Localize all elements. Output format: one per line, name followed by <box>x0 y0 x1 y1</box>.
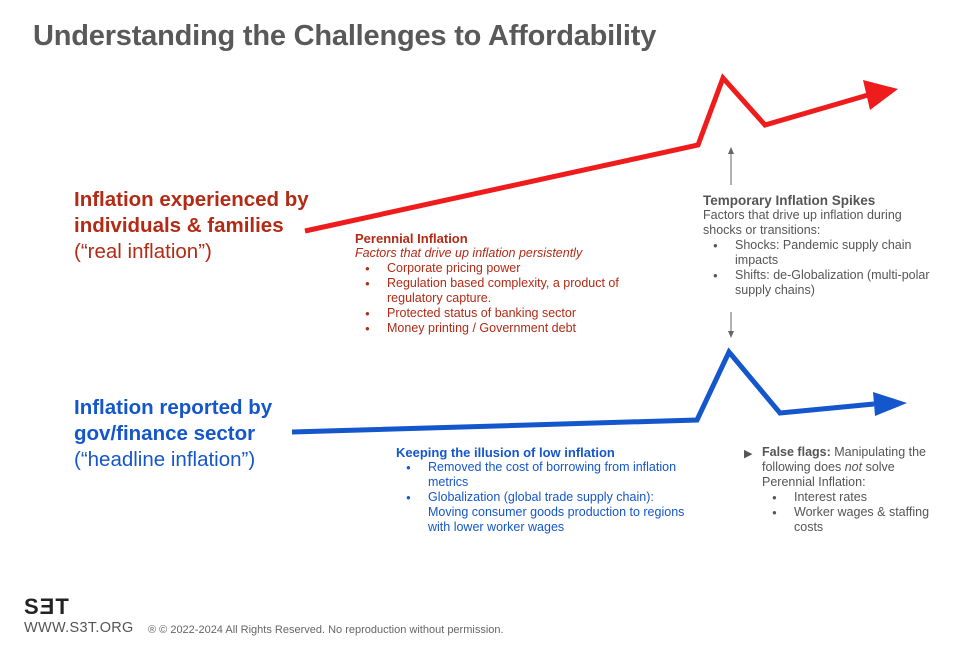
false-flags-text-after: solve Perennial Inflation: <box>762 460 895 489</box>
temporary-heading: Temporary Inflation Spikes <box>703 193 876 208</box>
s3t-logo: SƎT <box>24 594 70 619</box>
false-flags-list: Interest rates Worker wages & staffing c… <box>744 490 944 535</box>
real-inflation-label-note: (“real inflation”) <box>74 240 212 263</box>
real-inflation-label-bold: Inflation experienced by individuals & f… <box>74 188 309 237</box>
false-flags-heading: False flags: <box>762 445 831 459</box>
list-item: Shocks: Pandemic supply chain impacts <box>703 238 933 268</box>
false-flags-emphasis: not <box>844 460 863 474</box>
temporary-list: Shocks: Pandemic supply chain impacts Sh… <box>703 238 933 298</box>
temporary-description: Factors that drive up inflation during s… <box>703 208 902 237</box>
list-item: Shifts: de-Globalization (multi-polar su… <box>703 268 933 298</box>
illusion-list: Removed the cost of borrowing from infla… <box>396 460 686 535</box>
false-flags-text: ▶ False flags: Manipulating the following… <box>744 445 944 490</box>
headline-inflation-line <box>291 347 875 435</box>
site-url: WWW.S3T.ORG <box>24 620 134 636</box>
headline-inflation-arrowhead <box>873 392 907 416</box>
perennial-subheading: Factors that drive up inflation persiste… <box>355 246 583 260</box>
false-flags-block: ▶ False flags: Manipulating the following… <box>744 445 944 535</box>
perennial-list: Corporate pricing power Regulation based… <box>355 261 655 336</box>
list-item: Money printing / Government debt <box>355 321 655 336</box>
illusion-heading: Keeping the illusion of low inflation <box>396 445 615 460</box>
headline-inflation-label: Inflation reported by gov/finance sector… <box>74 395 304 473</box>
list-item: Removed the cost of borrowing from infla… <box>396 460 686 490</box>
headline-inflation-label-bold: Inflation reported by gov/finance sector <box>74 396 273 445</box>
list-item: Regulation based complexity, a product o… <box>355 276 655 306</box>
real-inflation-arrowhead <box>863 80 898 110</box>
perennial-inflation-block: Perennial Inflation Factors that drive u… <box>355 231 655 336</box>
headline-inflation-label-note: (“headline inflation”) <box>74 448 256 471</box>
list-item: Worker wages & staffing costs <box>744 505 944 535</box>
real-inflation-label: Inflation experienced by individuals & f… <box>74 187 314 265</box>
list-item: Globalization (global trade supply chain… <box>396 490 686 535</box>
perennial-heading: Perennial Inflation <box>355 231 468 246</box>
copyright-notice: ® © 2022-2024 All Rights Reserved. No re… <box>148 624 504 636</box>
false-flags-text-before: Manipulating the following does <box>762 445 926 474</box>
triangle-right-icon: ▶ <box>744 448 753 460</box>
list-item: Protected status of banking sector <box>355 306 655 321</box>
real-inflation-line <box>304 73 869 234</box>
page-title: Understanding the Challenges to Affordab… <box>33 20 657 52</box>
temporary-spikes-block: Temporary Inflation Spikes Factors that … <box>703 193 933 298</box>
list-item: Corporate pricing power <box>355 261 655 276</box>
low-inflation-illusion-block: Keeping the illusion of low inflation Re… <box>396 445 686 535</box>
list-item: Interest rates <box>744 490 944 505</box>
